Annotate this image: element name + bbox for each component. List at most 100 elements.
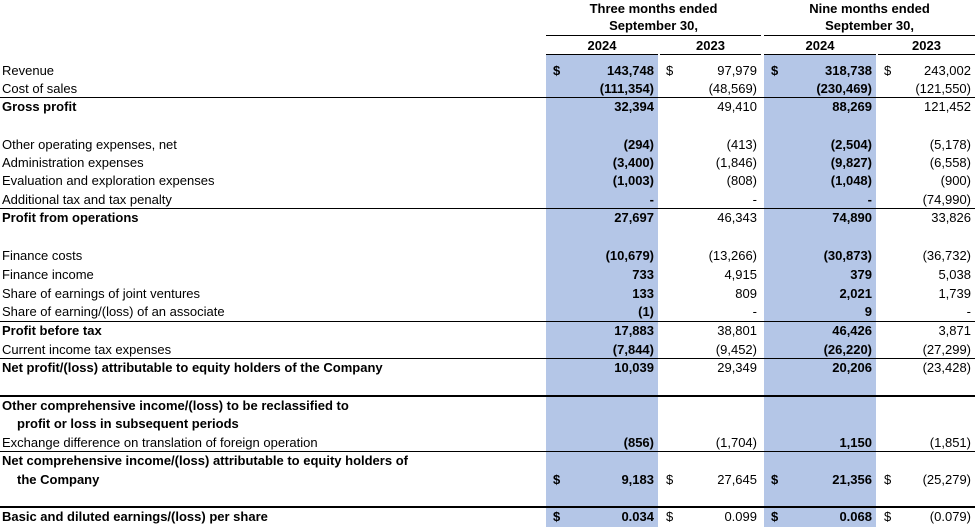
- currency-symbol: $: [666, 63, 674, 78]
- value-q3-2023: (9,452): [715, 342, 757, 357]
- value-9m-2024: 1,150: [839, 435, 872, 450]
- value-9m-2024: 9: [864, 304, 872, 319]
- value-9m-2023: 243,002: [924, 63, 971, 78]
- value-q3-2024: 9,183: [621, 472, 654, 487]
- row-rule: [0, 451, 975, 452]
- value-q3-2024: 17,883: [614, 323, 654, 338]
- value-9m-2023: 33,826: [931, 210, 971, 225]
- value-9m-2023: (36,732): [922, 248, 971, 263]
- value-q3-2023: 49,410: [717, 99, 757, 114]
- row-label: Gross profit: [2, 99, 77, 114]
- value-9m-2023: 121,452: [924, 99, 971, 114]
- row-rule: [0, 395, 975, 397]
- currency-symbol: $: [553, 63, 561, 78]
- currency-symbol: $: [666, 472, 674, 487]
- value-9m-2024: -: [867, 192, 872, 207]
- currency-symbol: $: [553, 472, 561, 487]
- value-9m-2024: (1,048): [830, 173, 872, 188]
- header-year-9m-2023: 2023: [912, 38, 941, 53]
- value-9m-2023: (0.079): [929, 509, 971, 524]
- value-q3-2023: 0.099: [724, 509, 757, 524]
- value-9m-2024: 20,206: [832, 360, 872, 375]
- value-9m-2024: 318,738: [825, 63, 872, 78]
- value-9m-2023: (27,299): [922, 342, 971, 357]
- header-year-9m-2024: 2024: [805, 38, 835, 53]
- row-label: Net comprehensive income/(loss) attribut…: [2, 453, 408, 468]
- value-9m-2024: 46,426: [832, 323, 872, 338]
- row-label: Basic and diluted earnings/(loss) per sh…: [2, 509, 268, 524]
- row-label: Revenue: [2, 63, 55, 78]
- value-q3-2023: 27,645: [717, 472, 757, 487]
- value-q3-2023: (413): [726, 137, 757, 152]
- value-q3-2024: 133: [632, 286, 654, 301]
- row-label: Profit before tax: [2, 323, 102, 338]
- value-q3-2024: -: [649, 192, 654, 207]
- value-9m-2023: (23,428): [922, 360, 971, 375]
- year-rule-9m-2024: [764, 54, 876, 55]
- header-three-months: Three months ended: [589, 1, 718, 16]
- value-9m-2024: 2,021: [839, 286, 872, 301]
- row-rule: [0, 97, 975, 98]
- header-year-q3-2023: 2023: [696, 38, 725, 53]
- value-q3-2023: 29,349: [717, 360, 757, 375]
- value-q3-2024: (1): [638, 304, 654, 319]
- value-q3-2023: (48,569): [708, 81, 757, 96]
- value-q3-2024: 32,394: [614, 99, 654, 114]
- header-nine-months-sub: September 30,: [825, 18, 914, 33]
- value-9m-2024: 21,356: [832, 472, 872, 487]
- value-q3-2024: (10,679): [605, 248, 654, 263]
- value-9m-2024: (26,220): [823, 342, 872, 357]
- currency-symbol: $: [771, 63, 779, 78]
- value-9m-2023: 1,739: [938, 286, 971, 301]
- highlight-column-q3-2024: [546, 54, 658, 527]
- year-rule-q3-2023: [660, 54, 761, 55]
- header-three-months-sub: September 30,: [609, 18, 698, 33]
- row-label: the Company: [17, 472, 100, 487]
- year-rule-q3-2024: [546, 54, 658, 55]
- value-q3-2023: (1,846): [715, 155, 757, 170]
- currency-symbol: $: [666, 509, 674, 524]
- value-9m-2024: 74,890: [832, 210, 872, 225]
- value-q3-2024: 733: [632, 267, 654, 282]
- row-label: Cost of sales: [2, 81, 78, 96]
- value-9m-2023: 5,038: [938, 267, 971, 282]
- row-label: Exchange difference on translation of fo…: [2, 435, 318, 450]
- value-q3-2024: 10,039: [614, 360, 654, 375]
- row-label: Profit from operations: [2, 210, 139, 225]
- header-nine-months: Nine months ended: [809, 1, 930, 16]
- value-q3-2024: (3,400): [612, 155, 654, 170]
- row-label: Current income tax expenses: [2, 342, 172, 357]
- value-9m-2024: 88,269: [832, 99, 872, 114]
- value-9m-2024: (9,827): [830, 155, 872, 170]
- row-rule: [0, 321, 975, 322]
- row-rule: [0, 358, 975, 359]
- value-q3-2024: (856): [623, 435, 654, 450]
- value-q3-2023: (13,266): [708, 248, 757, 263]
- row-rule: [0, 506, 975, 508]
- value-q3-2024: (111,354): [599, 81, 654, 96]
- row-label: Administration expenses: [2, 155, 144, 170]
- row-label: Evaluation and exploration expenses: [2, 173, 215, 188]
- value-q3-2024: (294): [623, 137, 654, 152]
- highlight-column-9m-2024: [764, 54, 876, 527]
- value-9m-2023: (5,178): [929, 137, 971, 152]
- row-rule: [0, 208, 975, 209]
- row-label: Finance costs: [2, 248, 83, 263]
- row-label: Share of earning/(loss) of an associate: [2, 304, 225, 319]
- currency-symbol: $: [884, 472, 892, 487]
- row-label: Additional tax and tax penalty: [2, 192, 172, 207]
- value-q3-2023: (1,704): [715, 435, 757, 450]
- value-9m-2023: (25,279): [922, 472, 971, 487]
- value-q3-2023: -: [752, 192, 757, 207]
- header-year-q3-2024: 2024: [587, 38, 617, 53]
- value-q3-2023: (808): [726, 173, 757, 188]
- row-label: Share of earnings of joint ventures: [2, 286, 201, 301]
- value-9m-2024: 379: [850, 267, 872, 282]
- value-q3-2023: 97,979: [717, 63, 757, 78]
- value-9m-2023: -: [966, 304, 971, 319]
- value-9m-2023: (900): [940, 173, 971, 188]
- currency-symbol: $: [771, 472, 779, 487]
- currency-symbol: $: [884, 63, 892, 78]
- value-q3-2024: 27,697: [614, 210, 654, 225]
- value-q3-2024: 143,748: [607, 63, 654, 78]
